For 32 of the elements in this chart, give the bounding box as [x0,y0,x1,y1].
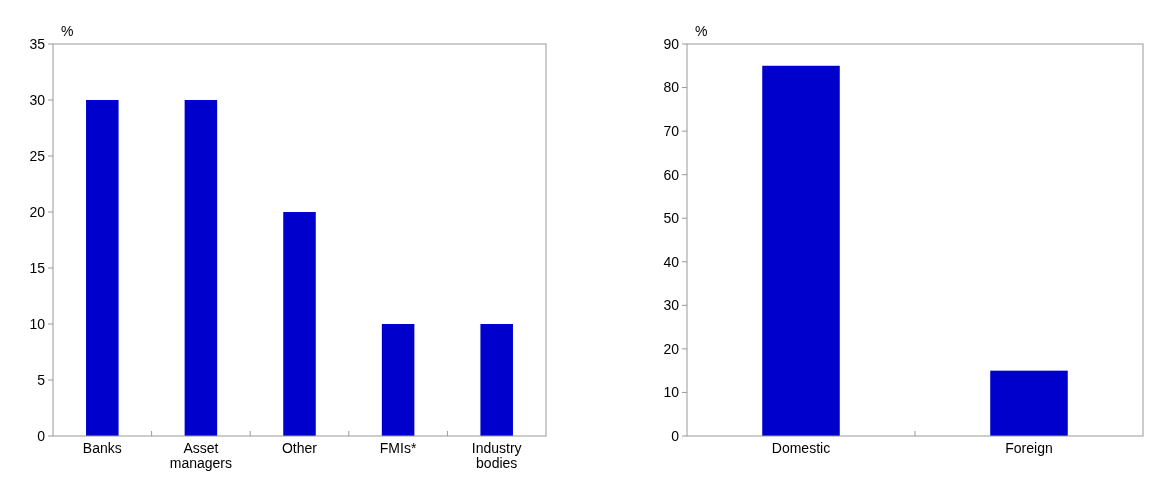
y-tick-label: 60 [663,166,680,183]
y-tick-label: 25 [29,147,46,164]
y-tick-label: 30 [29,91,46,108]
y-axis-title: % [61,23,74,39]
x-tick-label: Industry bodies [471,440,522,471]
y-tick-label: 80 [663,79,680,96]
y-tick-label: 0 [671,427,680,444]
y-tick-label: 5 [37,371,46,388]
x-tick-label: Banks [82,440,122,456]
x-tick-label: Domestic [771,440,831,456]
y-tick-label: 50 [663,210,680,227]
x-tick-label: Other [281,440,318,456]
y-tick-label: 70 [663,123,680,140]
y-tick-label: 10 [29,315,46,332]
y-axis-title: % [695,23,708,39]
bar [184,100,218,436]
bar [86,100,119,436]
bar [381,324,415,436]
y-tick-label: 15 [29,259,46,276]
y-tick-label: 30 [663,297,680,314]
y-tick-label: 20 [29,203,46,220]
y-tick-label: 10 [663,384,680,401]
y-tick-label: 40 [663,253,680,270]
y-tick-label: 20 [663,340,680,357]
y-tick-label: 35 [29,35,46,52]
x-tick-label: Asset managers [169,440,233,471]
x-tick-label: FMIs* [379,440,417,456]
y-tick-label: 0 [37,427,46,444]
bar [283,212,316,436]
y-tick-label: 90 [663,35,680,52]
bar [480,324,513,436]
x-tick-label: Foreign [1005,440,1053,456]
